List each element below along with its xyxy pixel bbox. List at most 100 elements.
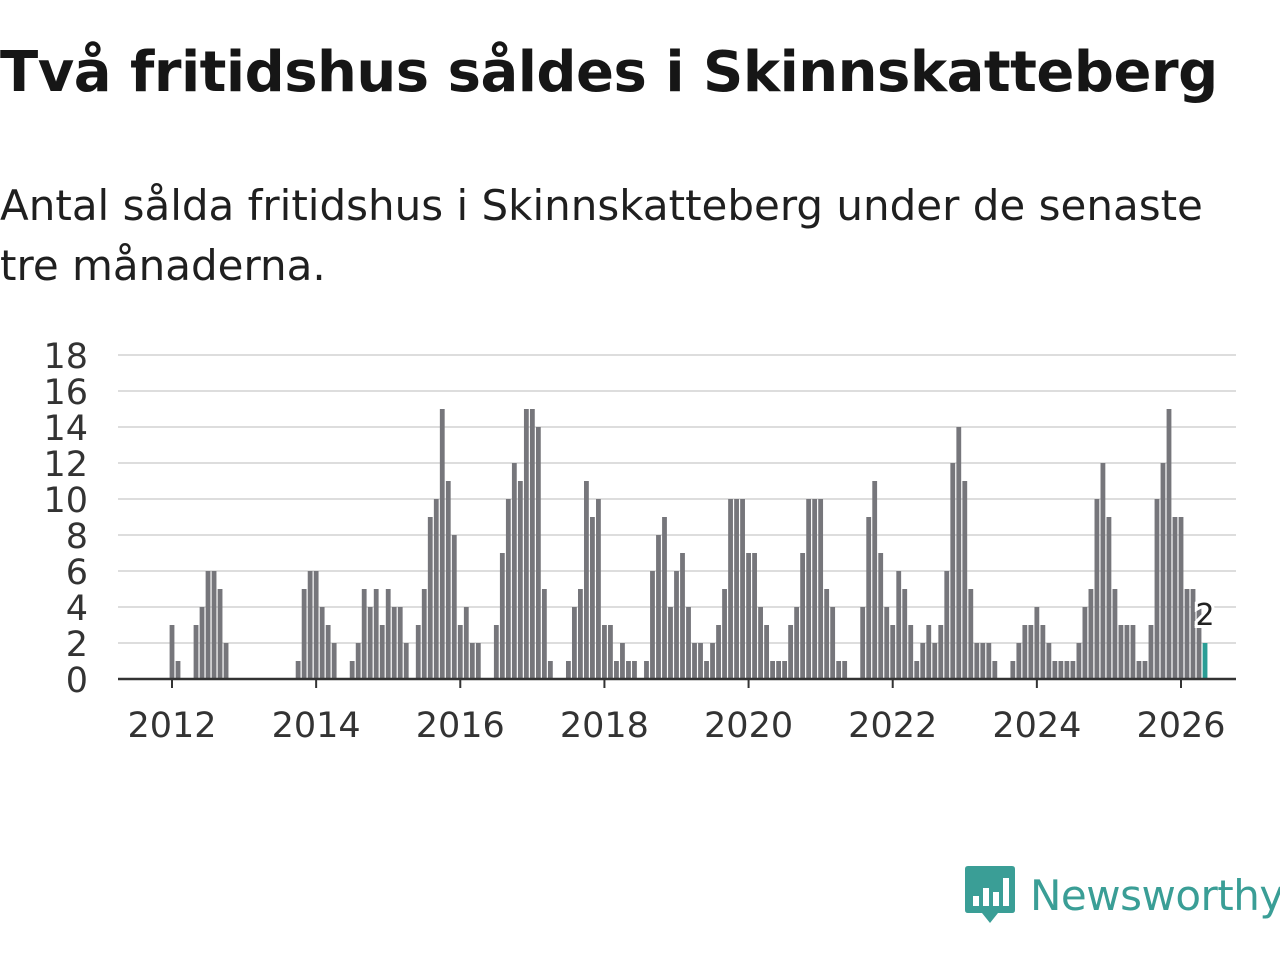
bar	[836, 661, 842, 679]
bar	[1100, 463, 1106, 679]
bar	[788, 625, 794, 679]
bar	[205, 571, 211, 679]
bar	[505, 499, 511, 679]
bar	[734, 499, 739, 679]
bar	[385, 589, 391, 679]
x-tick-label: 2024	[992, 706, 1081, 746]
y-tick-label: 6	[66, 553, 88, 593]
bar	[427, 517, 433, 679]
bar	[806, 499, 812, 679]
bar	[590, 517, 595, 679]
bar	[674, 571, 679, 679]
y-tick-label: 4	[66, 589, 88, 629]
bar	[794, 607, 800, 679]
bar	[1178, 517, 1184, 679]
bar	[301, 589, 307, 679]
bar	[1130, 625, 1136, 679]
bar	[944, 571, 950, 679]
bar	[620, 643, 625, 679]
newsworthy-logo-icon	[965, 866, 1015, 923]
bar	[710, 643, 715, 679]
x-tick-label: 2022	[848, 706, 937, 746]
bar	[217, 589, 223, 679]
bar	[1142, 661, 1148, 679]
bar	[926, 625, 932, 679]
y-tick-label: 8	[66, 517, 88, 557]
brand-name: Newsworthy	[1030, 870, 1280, 920]
bar	[884, 607, 890, 679]
bar	[1064, 661, 1070, 679]
bar	[463, 607, 469, 679]
bar	[818, 499, 824, 679]
bar	[211, 571, 217, 679]
bar	[1154, 499, 1160, 679]
x-tick-label: 2026	[1136, 706, 1225, 746]
bar	[800, 553, 806, 679]
bar	[602, 625, 607, 679]
bar	[686, 607, 691, 679]
bar	[373, 589, 379, 679]
bar	[914, 661, 920, 679]
bar	[1082, 607, 1088, 679]
y-tick-label: 0	[66, 661, 88, 701]
bar	[1010, 661, 1016, 679]
bar	[361, 589, 367, 679]
bar	[199, 607, 205, 679]
bar	[932, 643, 938, 679]
bar	[1028, 625, 1034, 679]
bar	[325, 625, 331, 679]
bar	[475, 643, 481, 679]
bar	[379, 625, 385, 679]
bar	[1094, 499, 1100, 679]
y-tick-label: 12	[43, 445, 88, 485]
bar	[746, 553, 751, 679]
bar	[499, 553, 505, 679]
y-tick-label: 14	[43, 409, 88, 449]
bar	[1148, 625, 1154, 679]
bar	[1124, 625, 1130, 679]
bar	[169, 625, 175, 679]
bar	[1058, 661, 1064, 679]
bar	[650, 571, 655, 679]
bar	[397, 607, 403, 679]
bar	[295, 661, 301, 679]
bar	[770, 661, 775, 679]
bar	[596, 499, 601, 679]
y-tick-label: 2	[66, 625, 88, 665]
bar	[968, 589, 974, 679]
bar	[866, 517, 872, 679]
x-tick-label: 2014	[272, 706, 361, 746]
bar	[644, 661, 649, 679]
bar	[698, 643, 703, 679]
bar	[391, 607, 397, 679]
bar	[403, 643, 409, 679]
newsworthy-logo[interactable]: Newsworthy	[964, 864, 1280, 926]
bar	[782, 661, 788, 679]
bar	[1070, 661, 1076, 679]
bar	[908, 625, 914, 679]
bar	[890, 625, 896, 679]
bar	[457, 625, 463, 679]
bar	[1112, 589, 1118, 679]
bar	[572, 607, 577, 679]
bar	[565, 661, 571, 679]
bar	[704, 661, 709, 679]
bar	[175, 661, 181, 679]
bar	[511, 463, 517, 679]
bar	[728, 499, 733, 679]
bar	[529, 409, 535, 679]
bar	[421, 589, 427, 679]
bar	[608, 625, 613, 679]
bar	[680, 553, 685, 679]
bar	[535, 427, 541, 679]
bar	[319, 607, 325, 679]
x-tick-label: 2012	[127, 706, 216, 746]
bar	[193, 625, 199, 679]
x-tick-label: 2016	[416, 706, 505, 746]
bar	[578, 589, 583, 679]
bar	[415, 625, 421, 679]
bar	[830, 607, 836, 679]
bar	[950, 463, 956, 679]
bar	[1136, 661, 1142, 679]
bar	[349, 661, 355, 679]
